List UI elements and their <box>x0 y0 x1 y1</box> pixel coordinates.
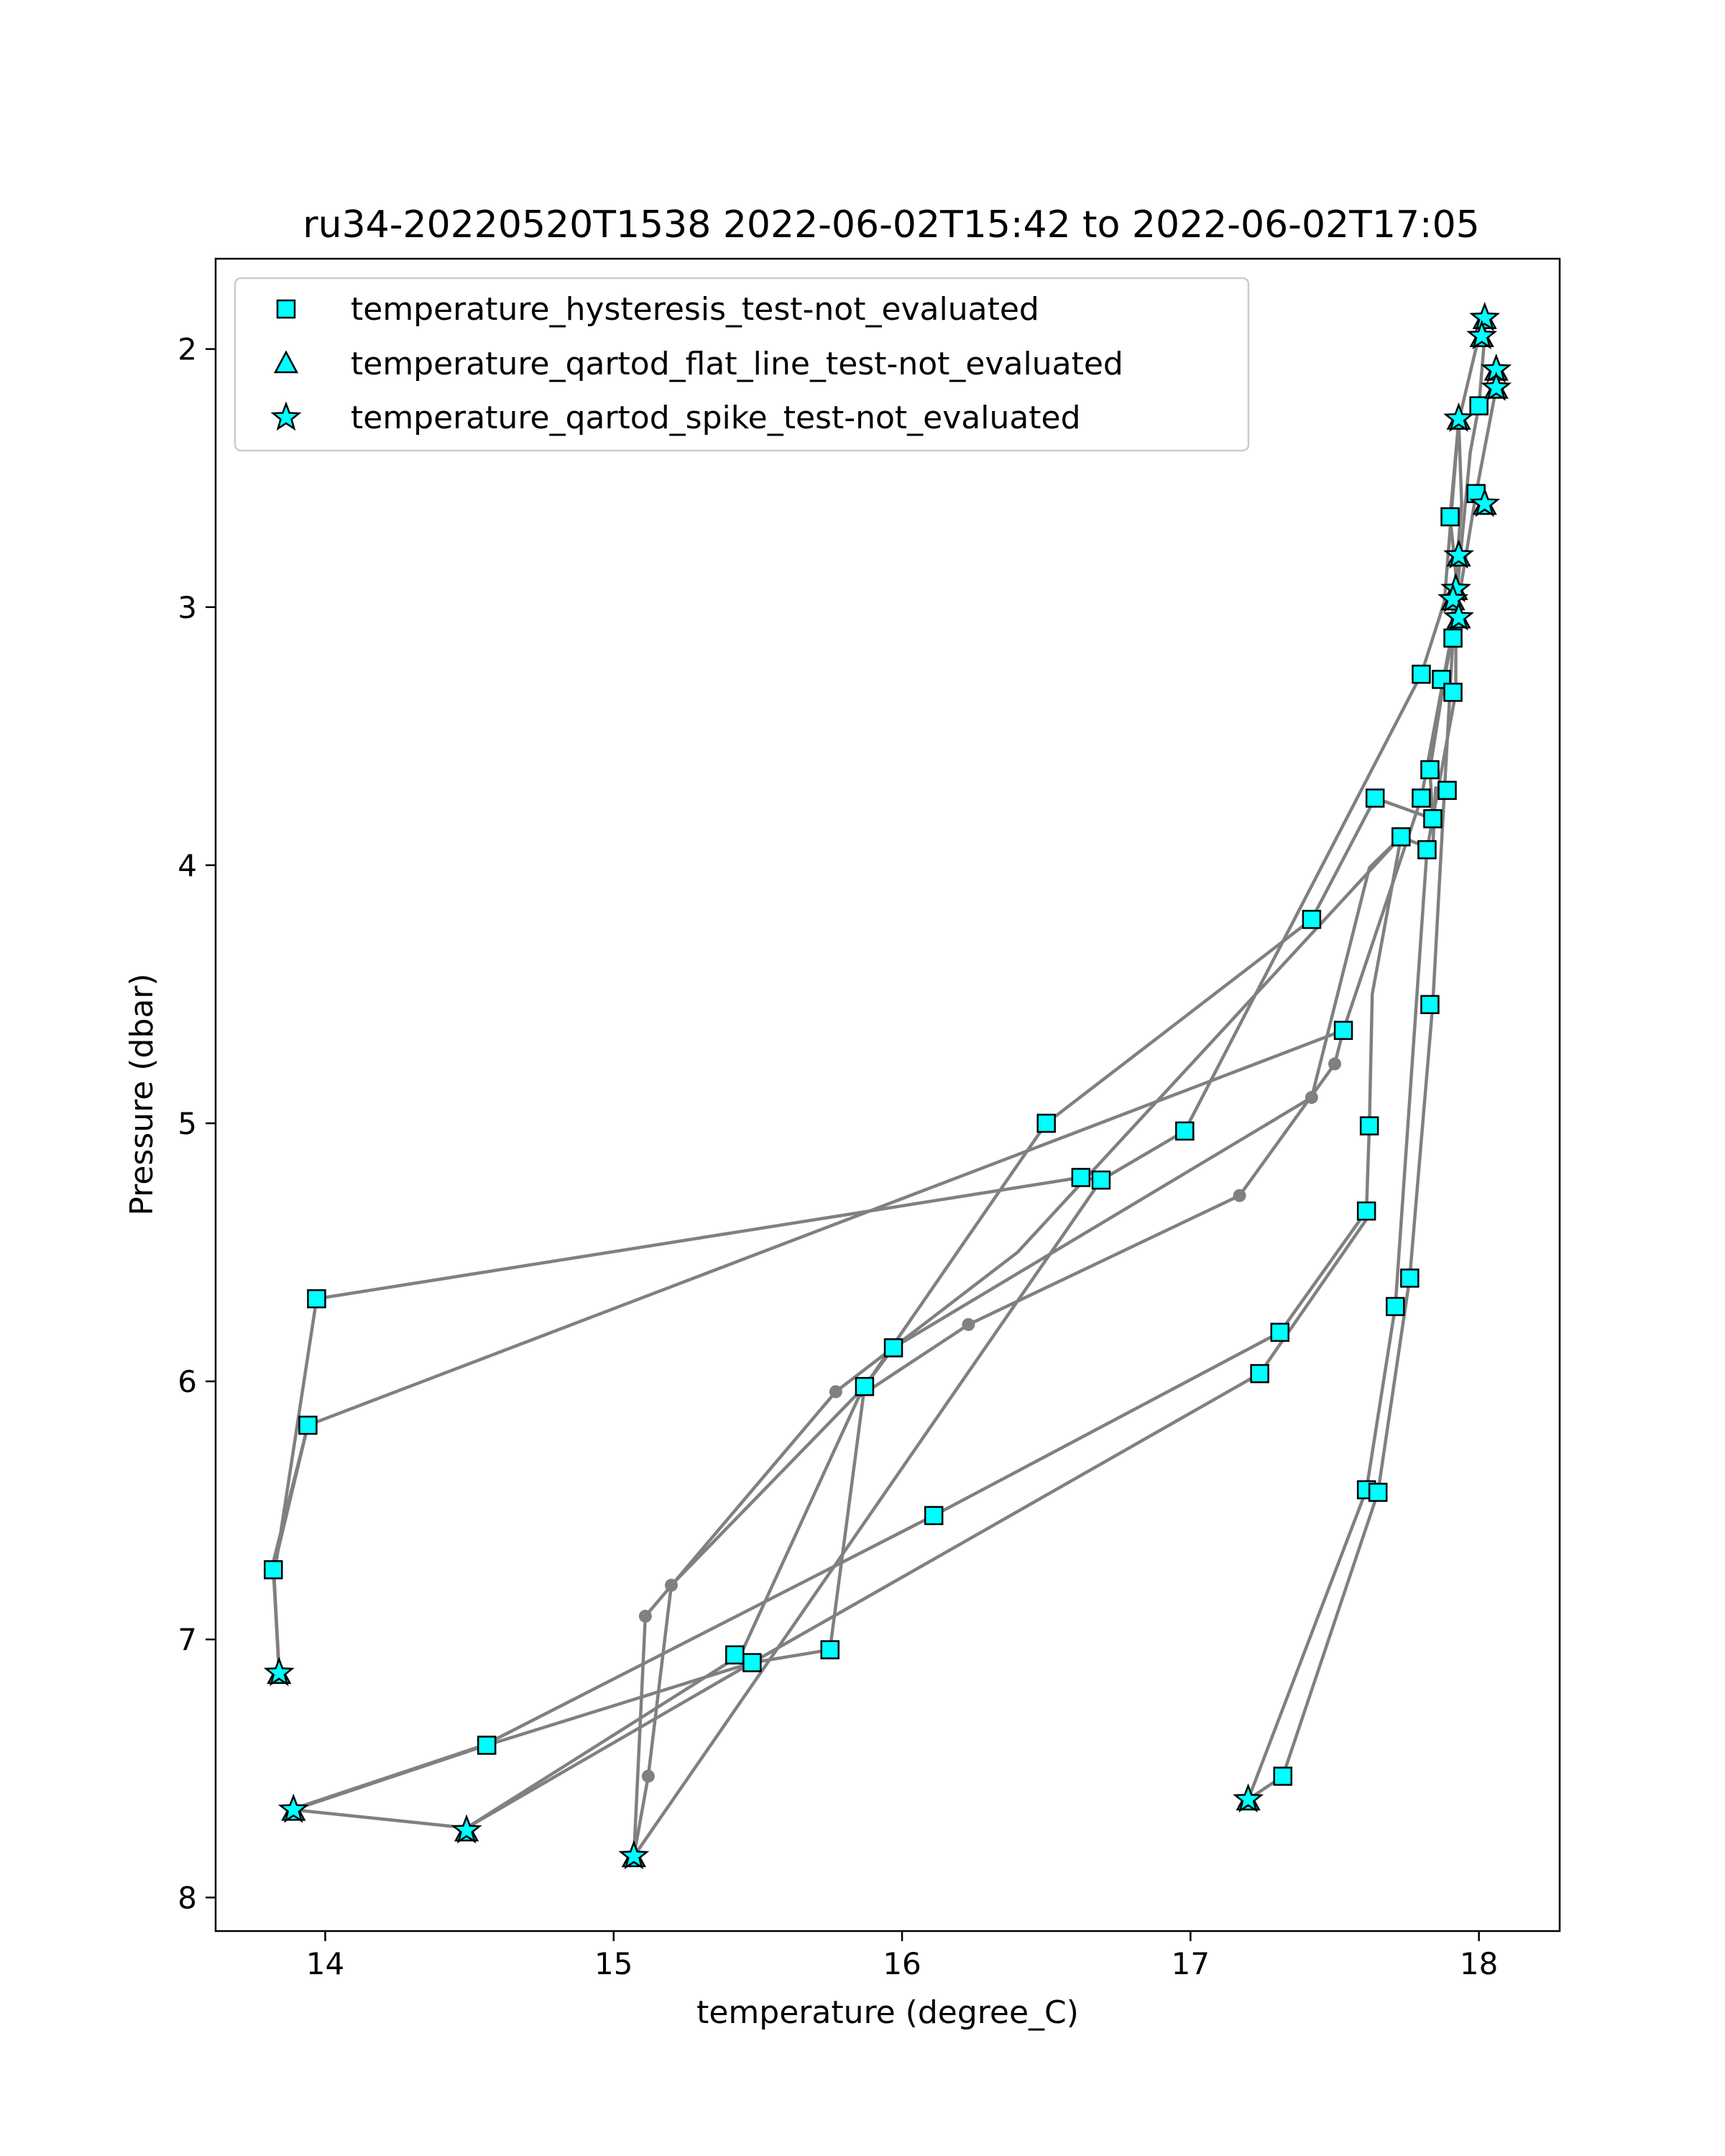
data-point-square <box>1333 1021 1353 1040</box>
axes-background <box>216 259 1560 1931</box>
data-point-star <box>1438 583 1468 613</box>
data-point-star <box>1443 539 1474 569</box>
data-point-square <box>1438 780 1457 801</box>
data-point-square <box>855 1377 875 1396</box>
data-point-square <box>924 1506 944 1526</box>
y-tick-label: 2 <box>178 332 197 367</box>
legend-label: temperature_hysteresis_test-not_evaluate… <box>351 291 1039 328</box>
data-point-square <box>1400 1268 1420 1288</box>
data-point-star <box>618 1840 650 1870</box>
data-point-square <box>1412 664 1431 684</box>
legend-label: temperature_qartod_spike_test-not_evalua… <box>351 400 1081 436</box>
legend-marker-star <box>270 401 302 431</box>
x-axis: 14 15 16 17 18 <box>306 1931 1498 1981</box>
data-point-star <box>1481 372 1512 401</box>
data-point-square <box>1420 995 1440 1015</box>
data-point-square <box>1175 1121 1195 1141</box>
data-point-dot <box>1233 1189 1246 1202</box>
data-point-square <box>1302 910 1322 929</box>
data-point-square <box>1392 827 1411 847</box>
x-tick-label: 14 <box>306 1946 344 1981</box>
data-point-dot <box>641 1769 655 1783</box>
series-line-A <box>1246 316 1486 1802</box>
data-point-square <box>1443 683 1463 702</box>
x-axis-label: temperature (degree_C) <box>696 1994 1079 2031</box>
plot-area <box>214 257 1561 1932</box>
data-point-star <box>451 1814 482 1844</box>
data-point-dot <box>1328 1057 1341 1071</box>
data-point-square <box>1420 760 1440 780</box>
x-tick-label: 18 <box>1460 1946 1498 1981</box>
data-point-square <box>1091 1170 1111 1190</box>
legend-marker-triangle <box>273 350 299 374</box>
data-point-square <box>1423 809 1443 829</box>
data-point-star <box>263 1657 295 1687</box>
series-line-D <box>289 419 1460 1858</box>
data-point-square <box>1440 507 1460 527</box>
data-point-square <box>1359 1116 1379 1135</box>
data-point-square <box>1469 396 1489 415</box>
legend-items: temperature_hysteresis_test-not_evaluate… <box>270 291 1123 436</box>
data-point-star <box>1443 402 1474 432</box>
data-point-square <box>1412 788 1431 808</box>
y-tick-label: 8 <box>178 1880 197 1915</box>
axes-frame <box>214 257 1561 1932</box>
y-tick-label: 5 <box>178 1106 197 1141</box>
y-axis-label: Pressure (dbar) <box>124 973 160 1215</box>
data-point-square <box>1365 788 1385 808</box>
data-point-square <box>298 1415 318 1435</box>
data-point-star <box>1466 320 1498 349</box>
data-point-square <box>1071 1168 1091 1187</box>
data-point-dot <box>962 1318 975 1332</box>
y-tick-label: 7 <box>178 1622 197 1657</box>
data-point-square <box>1036 1113 1056 1133</box>
data-point-dot <box>829 1385 842 1399</box>
data-point-square <box>1250 1364 1269 1383</box>
data-point-star <box>1443 601 1474 631</box>
y-tick-label: 3 <box>178 590 197 625</box>
data-point-dot <box>638 1609 652 1623</box>
x-tick-label: 16 <box>883 1946 921 1981</box>
series-line-J <box>275 1296 318 1564</box>
y-axis: 2 3 4 5 6 7 8 <box>178 332 216 1915</box>
data-point-square <box>725 1645 745 1665</box>
y-tick-label: 4 <box>178 848 197 883</box>
data-point-star <box>1469 302 1501 331</box>
data-point-dot <box>1305 1091 1318 1105</box>
data-point-square <box>1417 840 1437 860</box>
data-point-square <box>742 1653 762 1672</box>
data-point-square <box>1270 1322 1290 1342</box>
legend-frame <box>234 277 1250 452</box>
data-point-square <box>307 1289 326 1309</box>
series-line-K <box>1258 1209 1374 1376</box>
data-point-star <box>1233 1783 1264 1813</box>
data-point-square <box>883 1338 903 1358</box>
data-point-square <box>477 1736 497 1755</box>
x-tick-label: 15 <box>594 1946 632 1981</box>
data-point-square <box>1443 628 1463 648</box>
data-point-dot <box>665 1578 678 1592</box>
data-point-square <box>264 1560 283 1580</box>
legend-label: temperature_qartod_flat_line_test-not_ev… <box>351 346 1123 382</box>
data-point-square <box>1368 1483 1388 1502</box>
legend: temperature_hysteresis_test-not_evaluate… <box>234 277 1250 452</box>
data-point-square <box>1273 1766 1293 1786</box>
data-point-square <box>820 1640 840 1659</box>
data-point-star <box>277 1793 309 1823</box>
y-tick-label: 6 <box>178 1364 197 1399</box>
data-point-star <box>1469 487 1501 517</box>
data-point-square <box>1386 1296 1405 1317</box>
x-tick-label: 17 <box>1172 1946 1210 1981</box>
legend-marker-square <box>276 299 296 319</box>
data-layer <box>263 302 1512 1870</box>
chart-title: ru34-20220520T1538 2022-06-02T15:42 to 2… <box>303 203 1479 247</box>
data-point-square <box>1356 1201 1376 1221</box>
